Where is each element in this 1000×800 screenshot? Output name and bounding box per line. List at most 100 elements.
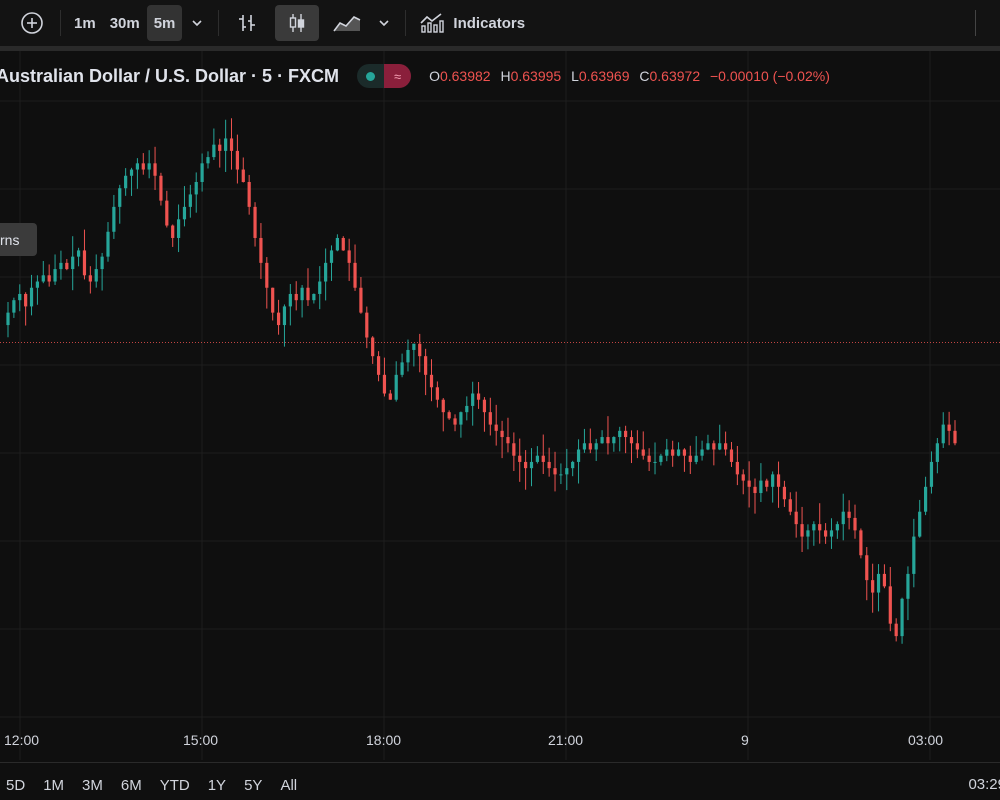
candle-body [900,598,904,637]
candle-body [324,262,328,282]
chevron-down-icon [192,20,202,27]
candle-body [700,449,704,456]
symbol-title[interactable]: Australian Dollar / U.S. Dollar · 5 · FX… [0,65,340,86]
candle-body [782,486,787,500]
candle-body [65,262,69,270]
candle-body [259,237,263,263]
candle-body [876,573,881,593]
candles-chart-type-button[interactable] [275,5,320,41]
bars-chart-type-button[interactable] [225,5,269,41]
range-ytd-button[interactable]: YTD [159,776,190,794]
data-delayed-icon: ≈ [384,64,412,88]
interval-dropdown-button[interactable] [182,5,212,41]
candle-body [812,524,816,531]
candle-body [541,455,545,462]
toolbar-separator [218,10,220,36]
close-value: 0.63972 [649,68,701,84]
candle-body [776,474,781,487]
candle-body [276,312,281,326]
candle-body [118,188,122,207]
plus-circle-icon [21,12,43,34]
candle-body [247,181,251,207]
high-value: 0.63995 [510,68,562,84]
candlestick-chart[interactable] [0,51,1000,760]
chart-type-dropdown-button[interactable] [369,5,399,41]
candle-body [941,424,945,444]
candle-body [818,524,822,531]
range-all-button[interactable]: All [280,776,298,794]
candle-body [923,486,928,512]
range-6m-button[interactable]: 6M [120,776,142,794]
candle-body [688,455,692,462]
candle-body [482,399,487,413]
earnings-event-tag[interactable]: rns [0,223,37,256]
candle-body [694,455,698,462]
candle-body [359,287,363,313]
candle-body [676,449,681,456]
candle-body [871,580,875,593]
market-status-dot-icon [366,71,376,81]
range-1m-button[interactable]: 1M [43,776,65,794]
candle-body [947,424,951,431]
low-key: L [571,68,579,84]
candle-body [894,623,898,637]
area-chart-type-button[interactable] [325,5,369,41]
event-tag-label: rns [0,231,20,248]
indicators-button[interactable]: Indicators [412,5,532,41]
toolbar-separator [60,10,61,36]
candle-body [459,412,463,425]
range-5d-button[interactable]: 5D [6,776,26,794]
candle-body [88,275,92,282]
candle-body [624,430,628,438]
interval-1m-button[interactable]: 1m [74,14,96,32]
candle-body [406,349,410,363]
candle-body [353,262,357,288]
price-chart[interactable] [0,51,1000,760]
interval-5m-button[interactable]: 5m [146,5,183,41]
candle-body [835,524,839,531]
candle-body [629,437,634,444]
candle-body [671,449,675,456]
candle-body [823,530,828,537]
interval-30m-button[interactable]: 30m [109,14,140,32]
candle-body [641,449,645,456]
candle-body [465,405,469,413]
range-5y-button[interactable]: 5Y [244,776,263,794]
candle-body [535,455,539,462]
candle-body [41,275,45,282]
candle-body [18,293,22,301]
market-open-indicator [357,64,384,88]
candle-body [729,449,734,462]
high-key: H [500,68,511,84]
candle-body [124,175,128,189]
candle-body [241,169,245,182]
add-symbol-button[interactable] [10,5,54,41]
candle-body [182,206,187,220]
candle-body [271,287,275,313]
candle-body [294,293,298,301]
candle-body [600,437,604,444]
range-1y-button[interactable]: 1Y [207,776,227,794]
candle-body [588,443,592,450]
candle-body [100,256,104,270]
candle-body [806,530,810,537]
candle-body [35,281,40,288]
chart-legend: Australian Dollar / U.S. Dollar · 5 · FX… [0,62,836,90]
candle-body [224,138,228,151]
candle-body [476,393,481,400]
candle-body [365,312,369,338]
candle-body [376,356,381,375]
toolbar-divider [0,46,1000,51]
candle-body [712,443,716,450]
candle-body [253,206,257,238]
ohlc-values: O0.63982 H0.63995 L0.63969 C0.63972 −0.0… [429,68,836,84]
candle-body [312,293,316,301]
clock-readout[interactable]: 03:29 [968,776,1000,793]
candle-body [553,468,557,475]
range-3m-button[interactable]: 3M [82,776,103,794]
candle-body [571,461,575,469]
candle-body [788,499,792,512]
market-status-pill[interactable]: ≈ [357,64,412,88]
time-axis[interactable]: 12:00 15:00 18:00 21:00 9 03:00 [0,728,1000,754]
candle-body [429,374,434,388]
